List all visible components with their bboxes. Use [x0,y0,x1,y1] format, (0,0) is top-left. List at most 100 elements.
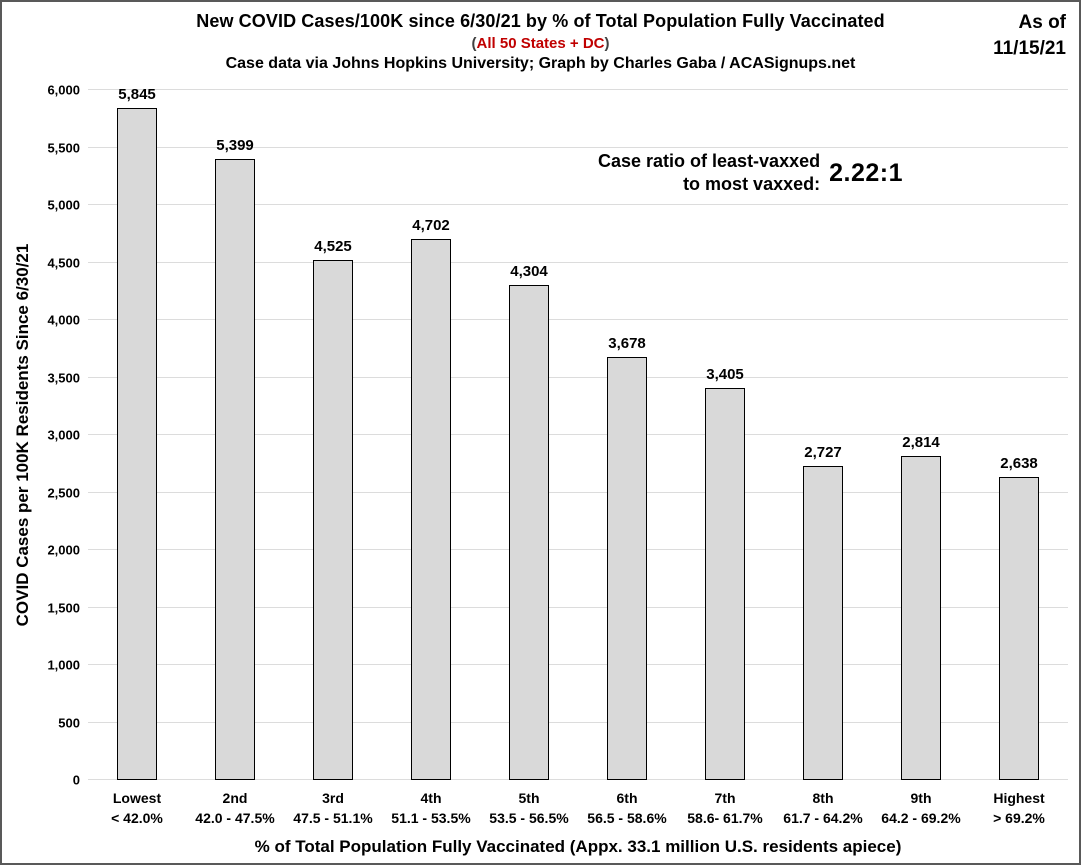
bar-slot-3rd: 4,525 [284,90,382,780]
bar-value-label: 2,638 [1000,454,1038,472]
y-axis-ticks: 0 500 1,000 1,500 2,000 2,500 3,000 3,500 4,000 4… [2,83,80,788]
subtitle-paren-close: ) [604,35,610,52]
x-category-tier: 5th [518,790,540,806]
y-tick-label: 2,500 [47,485,80,500]
gridline-4000 [88,319,1068,320]
subtitle-paren-open: ( [471,35,477,52]
x-axis-categories: Lowest < 42.0% 2nd 42.0 - 47.5% 3rd 47.5 - 51… [88,789,1068,828]
y-tick-label: 1,500 [47,600,80,615]
bar-6th: 3,678 [607,335,647,780]
ratio-value: 2.22:1 [829,158,903,187]
y-tick-label: 5,000 [47,197,80,213]
y-tick-label: 500 [58,715,80,730]
x-category-tier: 7th [714,790,736,806]
x-category-5th: 5th 53.5 - 56.5% [480,789,578,828]
x-category-lowest: Lowest < 42.0% [88,789,186,828]
bar-slot-highest: 2,638 [970,90,1068,780]
ratio-line2: to most vaxxed: [683,174,821,195]
x-category-7th: 7th 58.6- 61.7% [676,789,774,828]
y-tick-label: 5,500 [47,140,80,155]
bar-slot-8th: 2,727 [774,90,872,780]
x-category-6th: 6th 56.5 - 58.6% [578,789,676,828]
y-tick-label: 6,000 [47,82,80,98]
chart-credit: Case data via Johns Hopkins University; … [225,55,856,72]
bar-4th: 4,702 [411,217,451,780]
bar-8th: 2,727 [803,444,843,780]
gridline-2500 [88,491,1068,493]
bar-slot-6th: 3,678 [578,90,676,780]
chart-subtitle: (All 50 States + DC) [2,35,1079,52]
gridline-4500 [88,261,1068,263]
x-category-range: 51.1 - 53.5% [391,809,471,826]
bar-slot-5th: 4,304 [480,90,578,780]
bar-value-label: 4,525 [314,237,352,255]
chart-header: New COVID Cases/100K since 6/30/21 by % … [2,11,1079,73]
x-category-4th: 4th 51.1 - 53.5% [382,789,480,828]
bar-value-label: 2,814 [902,434,940,452]
bar-lowest: 5,845 [117,86,157,780]
ratio-annotation: Case ratio of least-vaxxed to most vaxxe… [598,150,903,197]
x-category-range: 47.5 - 51.1% [293,809,373,826]
x-category-range: 53.5 - 56.5% [489,809,569,826]
x-category-range: 58.6- 61.7% [687,809,763,826]
x-category-highest: Highest > 69.2% [970,789,1068,828]
y-tick-label: 1,000 [47,657,80,673]
gridline-0 [88,779,1068,780]
x-category-9th: 9th 64.2 - 69.2% [872,789,970,828]
bar-slot-9th: 2,814 [872,90,970,780]
bar-value-label: 4,702 [412,217,450,235]
y-tick-label: 3,500 [47,370,80,385]
x-category-tier: 6th [616,790,638,806]
as-of-line1: As of [1018,12,1067,33]
x-axis-title: % of Total Population Fully Vaccinated (… [254,837,902,856]
chart-subtitle-red: All 50 States + DC [476,35,605,52]
bar-slot-2nd: 5,399 [186,90,284,780]
bar-3rd: 4,525 [313,238,353,780]
ratio-annotation-text: Case ratio of least-vaxxed to most vaxxe… [598,150,820,197]
gridline-1000 [88,664,1068,665]
gridline-2000 [88,549,1068,550]
gridline-5000 [88,204,1068,205]
ratio-line1: Case ratio of least-vaxxed [598,151,821,171]
bar-highest: 2,638 [999,455,1039,780]
x-category-range: < 42.0% [111,809,163,826]
x-category-tier: 8th [812,790,834,806]
x-category-range: > 69.2% [993,809,1045,826]
x-category-range: 56.5 - 58.6% [587,809,667,826]
x-category-tier: 3rd [322,790,344,806]
x-category-tier: Highest [993,790,1045,806]
gridline-6000 [88,89,1068,90]
bar-slot-lowest: 5,845 [88,86,186,780]
as-of-date: 11/15/21 [993,37,1066,59]
x-category-2nd: 2nd 42.0 - 47.5% [186,789,284,828]
x-category-range: 42.0 - 47.5% [195,809,275,826]
bar-2nd: 5,399 [215,137,255,780]
bar-value-label: 3,678 [608,335,646,353]
x-category-8th: 8th 61.7 - 64.2% [774,789,872,828]
x-category-tier: Lowest [112,790,162,806]
bar-value-label: 2,727 [804,444,842,462]
bar-slot-7th: 3,405 [676,90,774,780]
bar-value-label: 4,304 [510,263,548,281]
bar-5th: 4,304 [509,263,549,780]
bar-value-label: 3,405 [706,366,744,384]
x-category-3rd: 3rd 47.5 - 51.1% [284,789,382,828]
y-tick-label: 4,000 [47,312,80,328]
plot-area: 5,845 5,399 4,525 4,702 4,304 3,678 3,405 2,727… [88,86,1068,780]
gridline-1500 [88,606,1068,608]
y-tick-label: 3,000 [47,427,80,443]
gridline-500 [88,721,1068,723]
x-category-tier: 2nd [222,790,248,806]
bar-9th: 2,814 [901,434,941,780]
bar-value-label: 5,845 [118,85,156,103]
gridline-3000 [88,434,1068,435]
gridline-3500 [88,376,1068,378]
x-category-range: 61.7 - 64.2% [783,809,863,826]
y-tick-label: 4,500 [47,255,80,270]
x-category-range: 64.2 - 69.2% [881,809,961,826]
x-category-tier: 4th [420,790,442,806]
x-category-tier: 9th [910,790,932,806]
y-tick-label: 2,000 [47,542,80,558]
bar-slot-4th: 4,702 [382,90,480,780]
